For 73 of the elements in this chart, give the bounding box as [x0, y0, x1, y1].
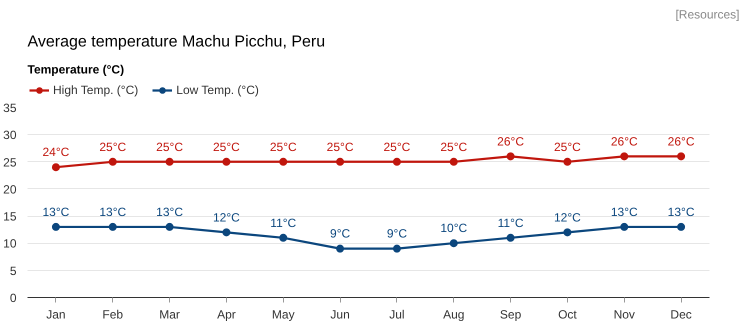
y-tick-label: 20	[3, 182, 17, 196]
y-tick-label: 30	[3, 128, 17, 142]
point	[108, 158, 117, 166]
data-label: 24°C	[42, 145, 70, 160]
data-label: 26°C	[610, 134, 638, 148]
data-label: 10°C	[440, 221, 468, 236]
data-label: 25°C	[156, 140, 184, 154]
data-label: 12°C	[554, 210, 582, 224]
x-tick-label: Apr	[217, 308, 236, 322]
x-tick-label: Oct	[558, 308, 578, 322]
x-tick-label: Dec	[670, 308, 692, 322]
data-label: 11°C	[498, 216, 524, 230]
point	[392, 158, 401, 166]
y-tick-label: 25	[3, 155, 17, 170]
data-label: 9°C	[330, 226, 350, 241]
data-label: 13°C	[156, 204, 184, 219]
data-label: 25°C	[384, 140, 411, 154]
point	[108, 222, 117, 231]
point	[222, 228, 230, 236]
point	[222, 158, 230, 166]
point	[450, 158, 458, 166]
point	[166, 222, 174, 231]
x-tick-label: Feb	[102, 308, 124, 322]
data-label: 25°C	[554, 140, 582, 154]
data-label: 13°C	[99, 204, 126, 219]
y-axis-title: Temperature (°C)	[28, 62, 124, 76]
x-tick-label: Aug	[443, 308, 464, 322]
x-tick-label: Jun	[330, 308, 350, 322]
point	[677, 152, 686, 160]
y-tick-label: 0	[10, 291, 17, 305]
y-tick-label: 10	[3, 236, 17, 251]
point	[52, 163, 60, 172]
x-tick-label: Mar	[159, 308, 180, 322]
point	[392, 244, 401, 253]
point	[166, 158, 174, 166]
x-tick-label: Jul	[389, 308, 405, 322]
data-label: 13°C	[42, 204, 70, 219]
data-label: 26°C	[497, 134, 524, 148]
point	[563, 228, 572, 236]
y-tick-label: 5	[10, 264, 17, 278]
point	[336, 158, 344, 166]
point	[506, 234, 515, 242]
data-label: 25°C	[270, 140, 297, 154]
data-label: 25°C	[99, 140, 126, 154]
data-label: 25°C	[213, 140, 240, 154]
x-tick-label: Sep	[500, 308, 522, 322]
point	[336, 244, 344, 253]
x-tick-label: Jan	[46, 308, 66, 322]
chart-title: Average temperature Machu Picchu, Peru	[28, 34, 326, 50]
text: [Resources]	[675, 8, 740, 22]
point	[563, 158, 572, 166]
y-tick-label: 15	[3, 210, 17, 224]
data-label: 9°C	[386, 226, 408, 241]
x-tick-label: Nov	[614, 308, 635, 322]
point	[506, 152, 515, 160]
y-tick-label: 35	[3, 101, 17, 115]
point	[52, 222, 60, 231]
point	[279, 234, 288, 242]
data-label: 11°C	[270, 216, 297, 230]
legend-label: Low Temp. (°C)	[176, 83, 259, 97]
point	[620, 152, 628, 160]
data-label: 12°C	[213, 210, 240, 224]
point	[620, 222, 628, 231]
x-tick-label: May	[272, 308, 295, 322]
point	[279, 158, 288, 166]
data-label: 13°C	[668, 204, 695, 219]
data-label: 26°C	[668, 134, 695, 148]
data-label: 25°C	[440, 140, 468, 154]
legend-label: High Temp. (°C)	[53, 83, 138, 97]
data-label: 25°C	[326, 140, 354, 154]
point	[677, 222, 686, 231]
point	[450, 239, 458, 248]
data-label: 13°C	[610, 204, 638, 219]
